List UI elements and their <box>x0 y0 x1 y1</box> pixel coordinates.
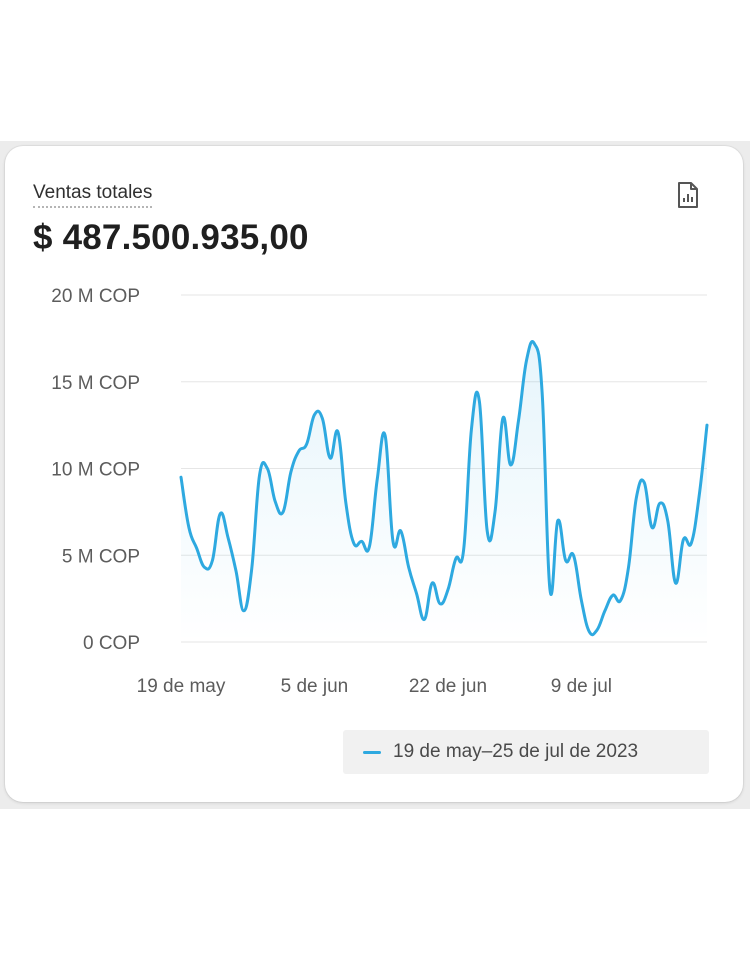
x-tick-label: 22 de jun <box>409 676 487 697</box>
data-point <box>241 608 247 614</box>
data-point <box>555 518 561 524</box>
data-point <box>649 525 655 531</box>
data-point <box>319 415 325 421</box>
data-point <box>633 495 639 501</box>
data-point <box>665 518 671 524</box>
data-point <box>327 455 333 461</box>
data-point <box>366 544 372 550</box>
total-sales-value: $ 487.500.935,00 <box>33 218 309 257</box>
data-point <box>374 476 380 482</box>
data-point <box>445 587 451 593</box>
y-tick-label: 15 M COP <box>51 373 140 394</box>
data-point <box>610 592 616 598</box>
data-point <box>178 474 184 480</box>
data-point <box>312 412 318 418</box>
data-point <box>398 528 404 534</box>
data-point <box>225 535 231 541</box>
sales-line-chart: 0 COP 5 M COP 10 M COP 15 M COP 20 M COP 19 d… <box>51 286 710 697</box>
data-point <box>673 580 679 586</box>
data-point <box>194 545 200 551</box>
data-point <box>680 537 686 543</box>
data-point <box>586 629 592 635</box>
data-point <box>641 479 647 485</box>
data-point <box>351 540 357 546</box>
data-point <box>688 540 694 546</box>
chart-legend[interactable]: 19 de may–25 de jul de 2023 <box>343 730 709 774</box>
x-tick-label: 9 de jul <box>551 676 612 697</box>
data-point <box>296 448 302 454</box>
data-point <box>539 389 545 395</box>
data-point <box>492 509 498 515</box>
data-point <box>508 462 514 468</box>
data-point <box>382 433 388 439</box>
data-point <box>563 558 569 564</box>
data-point <box>304 441 310 447</box>
data-point <box>626 564 632 570</box>
data-point <box>476 398 482 404</box>
data-point <box>657 500 663 506</box>
data-point <box>429 580 435 586</box>
sales-card: Ventas totales $ 487.500.935,00 0 COP 5 M… <box>5 146 743 802</box>
data-point <box>704 422 710 428</box>
data-point <box>531 341 537 347</box>
report-file-icon <box>678 182 698 208</box>
data-point <box>335 429 341 435</box>
card-title[interactable]: Ventas totales <box>33 182 153 208</box>
data-point <box>280 509 286 515</box>
data-point <box>484 528 490 534</box>
data-point <box>618 597 624 603</box>
data-point <box>264 466 270 472</box>
data-point <box>288 469 294 475</box>
data-point <box>469 426 475 432</box>
data-point <box>209 558 215 564</box>
data-point <box>523 358 529 364</box>
data-point <box>257 472 263 478</box>
report-button[interactable] <box>673 180 703 210</box>
data-point <box>602 608 608 614</box>
data-point <box>343 500 349 506</box>
legend-swatch <box>363 750 381 754</box>
data-point <box>217 511 223 517</box>
data-point <box>421 616 427 622</box>
x-tick-label: 5 de jun <box>281 676 349 697</box>
data-point <box>453 556 459 562</box>
data-point <box>696 493 702 499</box>
data-point <box>500 415 506 421</box>
data-point <box>272 499 278 505</box>
data-point <box>594 627 600 633</box>
y-tick-label: 5 M COP <box>62 546 140 567</box>
data-point <box>547 587 553 593</box>
legend-label: 19 de may–25 de jul de 2023 <box>393 741 639 762</box>
data-point <box>202 564 208 570</box>
data-point <box>249 566 255 572</box>
y-tick-label: 20 M COP <box>51 286 140 307</box>
y-tick-label: 10 M COP <box>51 460 140 481</box>
data-point <box>186 525 192 531</box>
data-point <box>390 538 396 544</box>
data-point <box>359 538 365 544</box>
data-point <box>414 590 420 596</box>
x-tick-label: 19 de may <box>137 676 226 697</box>
data-point <box>516 417 522 423</box>
data-point <box>461 547 467 553</box>
data-point <box>437 601 443 607</box>
series-line <box>179 340 709 637</box>
data-point <box>406 564 412 570</box>
y-tick-label: 0 COP <box>83 633 140 654</box>
data-point <box>233 568 239 574</box>
data-point <box>571 552 577 558</box>
data-point <box>578 597 584 603</box>
